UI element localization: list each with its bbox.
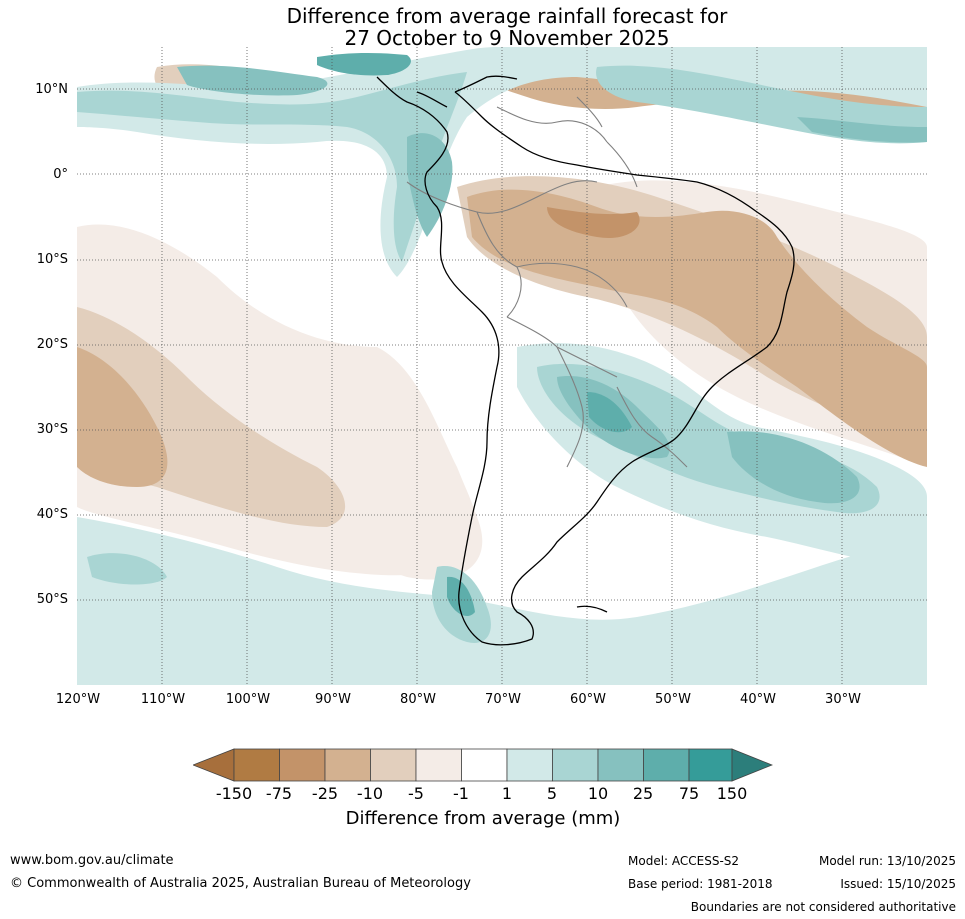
country-borders bbox=[406, 96, 688, 468]
lat-label-0: 0° bbox=[53, 167, 68, 182]
lat-label-40s: 40°S bbox=[36, 507, 68, 522]
dry-region-amazon bbox=[467, 189, 927, 467]
boundary-disclaimer: Boundaries are not considered authoritat… bbox=[690, 900, 956, 914]
lon-label-50w: 50°W bbox=[655, 692, 691, 707]
colorbar-extend-dry bbox=[193, 748, 235, 782]
wet-region-pacific-north-strong bbox=[177, 65, 328, 96]
colorbar-tick-label: 25 bbox=[632, 784, 654, 803]
colorbar-swatch-9 bbox=[597, 748, 644, 782]
lon-label-70w: 70°W bbox=[485, 692, 521, 707]
colorbar-swatch-11 bbox=[688, 748, 733, 782]
colorbar-tick-label: 5 bbox=[546, 784, 558, 803]
wet-region-core-patagonia bbox=[447, 576, 475, 617]
lat-label-20s: 20°S bbox=[36, 337, 68, 352]
colorbar-tick-label: 10 bbox=[587, 784, 609, 803]
base-period: Base period: 1981-2018 bbox=[628, 877, 773, 891]
lon-label-80w: 80°W bbox=[400, 692, 436, 707]
colorbar-swatch-10 bbox=[643, 748, 690, 782]
lon-label-60w: 60°W bbox=[570, 692, 606, 707]
colorbar-swatch-6 bbox=[461, 748, 508, 782]
wet-region-pacific-south bbox=[87, 553, 167, 585]
colorbar-extend-wet bbox=[731, 748, 773, 782]
lon-label-40w: 40°W bbox=[740, 692, 776, 707]
dry-region-pacific-strong bbox=[77, 347, 168, 487]
colorbar-tick-label: 75 bbox=[678, 784, 700, 803]
colorbar-tick-label: -150 bbox=[215, 784, 253, 803]
lat-label-30s: 30°S bbox=[36, 422, 68, 437]
lon-label-90w: 90°W bbox=[315, 692, 351, 707]
colorbar-tick-label: -1 bbox=[453, 784, 469, 803]
colorbar-swatch-2 bbox=[279, 748, 326, 782]
rainfall-anomaly-map bbox=[77, 47, 927, 685]
website-link[interactable]: www.bom.gov.au/climate bbox=[10, 853, 174, 868]
colorbar-tick-label: 1 bbox=[501, 784, 513, 803]
dry-region-south-pacific bbox=[363, 427, 483, 580]
copyright-notice: © Commonwealth of Australia 2025, Austra… bbox=[10, 876, 471, 891]
wet-region-core-south bbox=[587, 392, 632, 433]
colorbar-swatch-7 bbox=[506, 748, 553, 782]
lat-label-50s: 50°S bbox=[36, 592, 68, 607]
wet-region-southern-ocean bbox=[77, 517, 927, 685]
colorbar-tick-label: -10 bbox=[356, 784, 384, 803]
issued-date: Issued: 15/10/2025 bbox=[840, 877, 956, 891]
wet-region-tropical-north-mid bbox=[77, 72, 467, 262]
graticule bbox=[77, 47, 927, 685]
lon-label-30w: 30°W bbox=[825, 692, 861, 707]
lon-label-120w: 120°W bbox=[55, 692, 101, 707]
dry-region-amazon-core bbox=[547, 207, 640, 238]
colorbar-tick-label: -5 bbox=[408, 784, 424, 803]
colorbar-swatch-1 bbox=[233, 748, 280, 782]
colorbar-swatch-8 bbox=[552, 748, 599, 782]
colorbar-swatch-3 bbox=[324, 748, 371, 782]
colorbar-title: Difference from average (mm) bbox=[345, 808, 621, 829]
lat-label-10n: 10°N bbox=[35, 82, 68, 97]
wet-region-core-north bbox=[317, 52, 411, 76]
map-title-line-1: Difference from average rainfall forecas… bbox=[286, 4, 728, 28]
wet-region-south-atlantic-east bbox=[727, 431, 860, 504]
lon-label-100w: 100°W bbox=[225, 692, 271, 707]
coastline bbox=[376, 75, 795, 646]
colorbar bbox=[193, 748, 773, 782]
model-name: Model: ACCESS-S2 bbox=[628, 854, 740, 868]
model-run-date: Model run: 13/10/2025 bbox=[818, 854, 956, 868]
colorbar-swatch-5 bbox=[415, 748, 462, 782]
colorbar-tick-label: -25 bbox=[311, 784, 339, 803]
map-title-line-2: 27 October to 9 November 2025 bbox=[344, 26, 670, 50]
colorbar-swatch-4 bbox=[370, 748, 417, 782]
lat-label-10s: 10°S bbox=[36, 252, 68, 267]
wet-region-colombia bbox=[407, 133, 453, 237]
colorbar-tick-label: -75 bbox=[265, 784, 293, 803]
colorbar-tick-label: 150 bbox=[716, 784, 748, 803]
lon-label-110w: 110°W bbox=[140, 692, 186, 707]
wet-region-atlantic-north-strong bbox=[797, 117, 927, 143]
